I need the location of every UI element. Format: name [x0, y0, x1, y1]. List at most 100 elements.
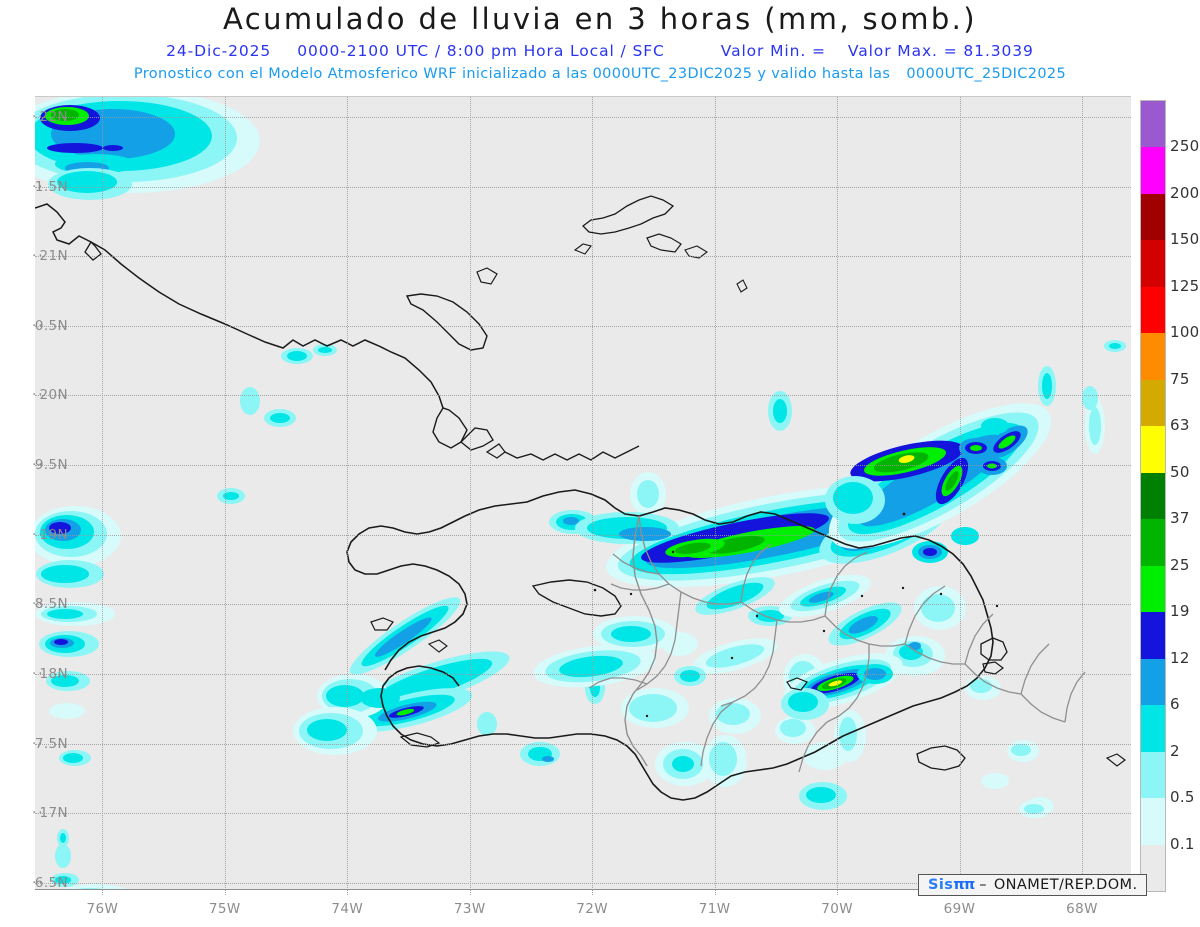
y-axis-tick-label: 8.5N [34, 596, 68, 613]
grid-line-vertical [959, 96, 961, 890]
x-axis-tick-label: 70W [821, 901, 853, 917]
grid-line-vertical [469, 96, 471, 890]
colorbar-tick-label: 25 [1170, 555, 1190, 574]
x-axis-tick-mark [837, 890, 839, 895]
y-axis-tick-label: 22N [39, 108, 68, 125]
x-axis-tick-label: 73W [453, 901, 486, 917]
colorbar-segment [1141, 426, 1165, 473]
colorbar-segment [1141, 705, 1165, 752]
grid-line-vertical [837, 96, 839, 890]
colorbar[interactable] [1140, 100, 1166, 892]
y-axis-tick-mark: ·· [32, 317, 45, 334]
precip-cell-haiti-southwest [293, 597, 605, 766]
grid-line-horizontal [35, 395, 1131, 397]
y-axis-tick-mark: ·· [32, 387, 45, 404]
grid-line-horizontal [35, 465, 1131, 467]
y-axis-tick-label: 20N [39, 387, 68, 404]
colorbar-tick-label: 150 [1170, 230, 1200, 249]
x-axis-tick-label: 74W [331, 901, 364, 917]
attribution-logo: Sis ππ – ONAMET/REP.DOM. [918, 874, 1148, 896]
precip-cell-haiti-north [533, 391, 792, 786]
grid-line-vertical [1082, 96, 1084, 890]
y-axis-tick-mark: ·· [32, 596, 45, 613]
x-axis-tick-mark [592, 890, 594, 895]
y-axis-tick-label: 6.5N [34, 875, 68, 892]
colorbar-tick-label: 0.1 [1170, 834, 1195, 853]
grid-line-horizontal [35, 813, 1131, 815]
colorbar-segment [1141, 472, 1165, 520]
x-axis-tick-mark [469, 890, 471, 895]
y-axis-tick-label: 17N [39, 805, 68, 822]
colorbar-segment [1141, 751, 1165, 799]
x-axis-tick-label: 68W [1066, 901, 1098, 917]
x-axis-tick-mark [714, 890, 716, 895]
agency-name: ONAMET/REP.DOM. [993, 877, 1138, 893]
colorbar-tick-label: 0.5 [1170, 788, 1195, 807]
precip-cell-offshore-northeast [825, 340, 1126, 549]
y-axis-tick-mark: ·· [32, 457, 45, 474]
colorbar-segment [1141, 519, 1165, 566]
grid-line-vertical [102, 96, 104, 890]
grid-line-horizontal [35, 325, 1131, 327]
y-axis-tick-label: 19N [39, 526, 68, 543]
y-axis-tick-mark: ·· [32, 666, 45, 683]
colorbar-tick-label: 200 [1170, 183, 1200, 202]
grid-line-horizontal [35, 116, 1131, 118]
colorbar-tick-label: 12 [1170, 648, 1190, 667]
precipitation-shading-layer [35, 96, 1126, 890]
x-axis-tick-mark [224, 890, 226, 895]
grid-line-horizontal [35, 534, 1131, 536]
grid-line-horizontal [35, 604, 1131, 606]
colorbar-tick-label: 75 [1170, 369, 1190, 388]
x-axis-tick-mark [347, 890, 349, 895]
y-axis-tick-mark: ·· [32, 178, 45, 195]
colorbar-segment [1141, 379, 1165, 427]
x-axis-tick-label: 69W [943, 901, 976, 917]
page-title: Acumulado de lluvia en 3 horas (mm, somb… [223, 2, 977, 36]
y-axis-tick-label: 0.5N [34, 317, 68, 334]
map-plot-area[interactable] [35, 96, 1131, 890]
y-axis-tick-mark: ·· [32, 735, 45, 752]
colorbar-segment [1141, 286, 1165, 334]
grid-line-vertical [592, 96, 594, 890]
precip-cell-west-19n [35, 506, 121, 766]
valor-max-value: 81.3039 [963, 42, 1034, 60]
colorbar-tick-label: 125 [1170, 276, 1200, 295]
grid-line-horizontal [35, 256, 1131, 258]
brand-name: Sis [928, 877, 954, 893]
y-axis-tick-mark: ·· [32, 875, 45, 892]
x-axis-tick-mark [102, 890, 104, 895]
colorbar-tick-label: 100 [1170, 323, 1200, 342]
forecast-period: 0000-2100 UTC / 8:00 pm Hora Local / SFC [297, 42, 665, 60]
grid-line-horizontal [35, 743, 1131, 745]
colorbar-segment [1141, 612, 1165, 659]
valor-max-label: Valor Max. = [847, 42, 958, 60]
valor-min-label: Valor Min. = [720, 42, 826, 60]
colorbar-tick-label: 250 [1170, 137, 1200, 156]
colorbar-segment [1141, 798, 1165, 845]
x-axis-tick-label: 75W [208, 901, 241, 917]
y-axis-tick-label: 7.5N [34, 735, 68, 752]
y-axis-tick-label: 18N [39, 666, 68, 683]
x-axis-tick-label: 76W [86, 901, 119, 917]
model-note: Pronostico con el Modelo Atmosferico WRF… [0, 66, 1200, 82]
colorbar-tick-label: 37 [1170, 509, 1190, 528]
y-axis-tick-mark: ·· [32, 248, 45, 265]
grid-line-horizontal [35, 883, 1131, 885]
colorbar-segment [1141, 565, 1165, 613]
colorbar-tick-label: 6 [1170, 695, 1180, 714]
precip-cell-cuba-south [217, 344, 337, 504]
colorbar-segment [1141, 333, 1165, 380]
colorbar-tick-label: 2 [1170, 741, 1180, 760]
grid-line-vertical [714, 96, 716, 890]
model-note-text: Pronostico con el Modelo Atmosferico WRF… [133, 66, 891, 82]
colorbar-segment [1141, 658, 1165, 706]
subtitle-line: 24-Dic-2025 0000-2100 UTC / 8:00 pm Hora … [0, 42, 1200, 60]
y-axis-tick-mark: ·· [32, 805, 45, 822]
x-axis-tick-label: 72W [576, 901, 609, 917]
colorbar-segment [1141, 101, 1165, 148]
grid-line-vertical [347, 96, 349, 890]
colorbar-tick-label: 19 [1170, 602, 1190, 621]
y-axis-tick-mark: ·· [32, 526, 45, 543]
colorbar-segment [1141, 240, 1165, 287]
